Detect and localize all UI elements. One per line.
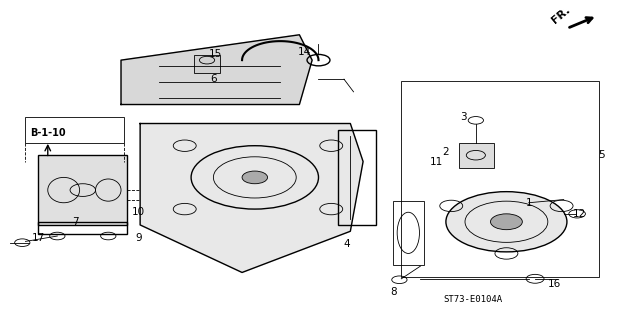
Bar	[393, 201, 424, 265]
Bar	[338, 130, 376, 225]
Text: 1: 1	[526, 198, 532, 208]
Circle shape	[446, 192, 567, 252]
Text: FR.: FR.	[550, 5, 571, 26]
Bar	[38, 155, 127, 225]
Text: 16: 16	[548, 278, 561, 289]
Text: 5: 5	[599, 150, 605, 160]
Text: 11: 11	[430, 156, 443, 166]
Bar	[25, 117, 124, 142]
Bar	[459, 142, 494, 168]
Text: 17: 17	[32, 233, 45, 243]
Text: 2: 2	[443, 147, 449, 157]
Text: 14: 14	[298, 47, 311, 57]
Text: ST73-E0104A: ST73-E0104A	[443, 295, 502, 304]
Circle shape	[490, 214, 522, 230]
Polygon shape	[140, 124, 363, 272]
Text: 3: 3	[461, 112, 467, 122]
Bar	[194, 55, 220, 73]
Bar	[401, 81, 599, 277]
Text: 12: 12	[573, 209, 586, 219]
Text: 4: 4	[344, 239, 350, 249]
Text: 15: 15	[209, 49, 222, 59]
Text: 7: 7	[72, 217, 78, 227]
Text: 10: 10	[132, 207, 145, 217]
Text: 8: 8	[390, 287, 397, 297]
Text: 6: 6	[210, 74, 217, 84]
Text: 9: 9	[136, 233, 142, 243]
Circle shape	[242, 171, 268, 184]
Text: B-1-10: B-1-10	[30, 128, 66, 138]
Bar	[38, 222, 127, 235]
Polygon shape	[121, 35, 312, 105]
